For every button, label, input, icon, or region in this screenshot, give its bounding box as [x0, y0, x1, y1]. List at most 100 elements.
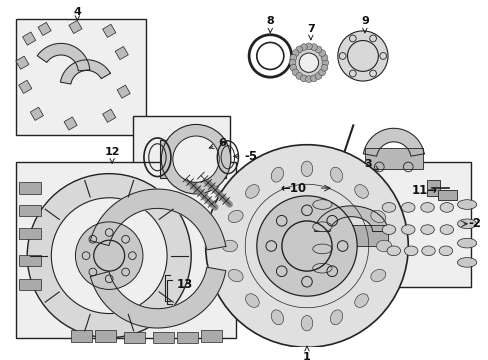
Circle shape: [295, 73, 302, 79]
Text: 7: 7: [306, 24, 314, 40]
Text: 6: 6: [209, 138, 225, 148]
Circle shape: [305, 43, 312, 50]
Bar: [70, 330, 92, 342]
Bar: [160, 140, 225, 179]
Bar: [38, 22, 51, 36]
Circle shape: [292, 50, 298, 57]
Bar: [20, 204, 41, 216]
Ellipse shape: [312, 244, 331, 254]
Bar: [16, 162, 235, 338]
Bar: [176, 332, 198, 343]
Ellipse shape: [386, 246, 400, 256]
Bar: [133, 116, 229, 198]
Ellipse shape: [330, 310, 342, 325]
Circle shape: [318, 50, 325, 57]
Bar: [19, 80, 32, 93]
Ellipse shape: [312, 264, 331, 273]
Ellipse shape: [370, 269, 385, 282]
Circle shape: [305, 76, 312, 82]
Ellipse shape: [354, 294, 367, 307]
Circle shape: [300, 44, 306, 50]
Circle shape: [51, 198, 167, 314]
Bar: [123, 332, 144, 343]
Ellipse shape: [228, 210, 243, 222]
Ellipse shape: [330, 167, 342, 182]
Circle shape: [299, 53, 318, 72]
Text: -5: -5: [233, 150, 257, 163]
Circle shape: [321, 59, 328, 66]
Ellipse shape: [271, 310, 283, 325]
Ellipse shape: [245, 294, 259, 307]
Ellipse shape: [382, 203, 395, 212]
Ellipse shape: [301, 315, 312, 331]
Circle shape: [318, 69, 325, 76]
Ellipse shape: [301, 161, 312, 176]
Ellipse shape: [421, 246, 434, 256]
Bar: [69, 21, 82, 33]
Ellipse shape: [457, 200, 476, 210]
Circle shape: [310, 44, 317, 50]
Polygon shape: [90, 267, 225, 328]
Circle shape: [161, 125, 230, 194]
Ellipse shape: [382, 225, 395, 234]
Polygon shape: [314, 206, 387, 231]
Ellipse shape: [457, 238, 476, 248]
Circle shape: [300, 75, 306, 82]
Polygon shape: [37, 44, 90, 71]
Text: 11→: 11→: [411, 184, 437, 197]
Bar: [102, 24, 116, 37]
Bar: [20, 255, 41, 266]
Text: 9: 9: [360, 16, 368, 33]
Ellipse shape: [420, 203, 433, 212]
Bar: [102, 109, 116, 122]
Circle shape: [310, 75, 317, 82]
Ellipse shape: [439, 225, 453, 234]
Circle shape: [75, 222, 142, 289]
Circle shape: [337, 31, 387, 81]
Circle shape: [321, 54, 327, 61]
Ellipse shape: [312, 200, 331, 210]
Bar: [314, 162, 470, 288]
Circle shape: [289, 64, 296, 71]
Circle shape: [289, 54, 296, 61]
Circle shape: [315, 46, 321, 53]
Circle shape: [288, 59, 295, 66]
Ellipse shape: [404, 246, 417, 256]
Ellipse shape: [370, 210, 385, 222]
Bar: [437, 190, 457, 200]
Bar: [30, 107, 43, 121]
Text: 4: 4: [73, 6, 81, 20]
Ellipse shape: [312, 222, 331, 231]
Circle shape: [27, 174, 191, 338]
Polygon shape: [90, 189, 225, 250]
Ellipse shape: [228, 269, 243, 282]
Circle shape: [295, 46, 302, 53]
Circle shape: [173, 136, 219, 182]
Ellipse shape: [457, 219, 476, 229]
Ellipse shape: [376, 240, 391, 252]
Polygon shape: [363, 129, 423, 156]
Text: 3: 3: [363, 159, 378, 170]
Text: ←10: ←10: [280, 182, 306, 195]
Text: 13: 13: [176, 278, 192, 291]
Bar: [364, 148, 422, 169]
Bar: [115, 46, 128, 60]
Text: 1: 1: [303, 346, 310, 360]
Bar: [20, 182, 41, 194]
Ellipse shape: [245, 185, 259, 198]
Circle shape: [292, 69, 298, 76]
Bar: [152, 332, 174, 343]
Ellipse shape: [222, 240, 237, 252]
Bar: [95, 330, 116, 342]
Circle shape: [291, 45, 325, 80]
Text: 8: 8: [266, 16, 274, 33]
Circle shape: [321, 64, 327, 71]
Circle shape: [315, 73, 321, 79]
Ellipse shape: [420, 225, 433, 234]
Bar: [16, 19, 145, 135]
Bar: [22, 32, 36, 45]
Bar: [64, 117, 77, 130]
Text: 12: 12: [104, 148, 120, 163]
Bar: [16, 56, 29, 69]
Ellipse shape: [438, 246, 452, 256]
